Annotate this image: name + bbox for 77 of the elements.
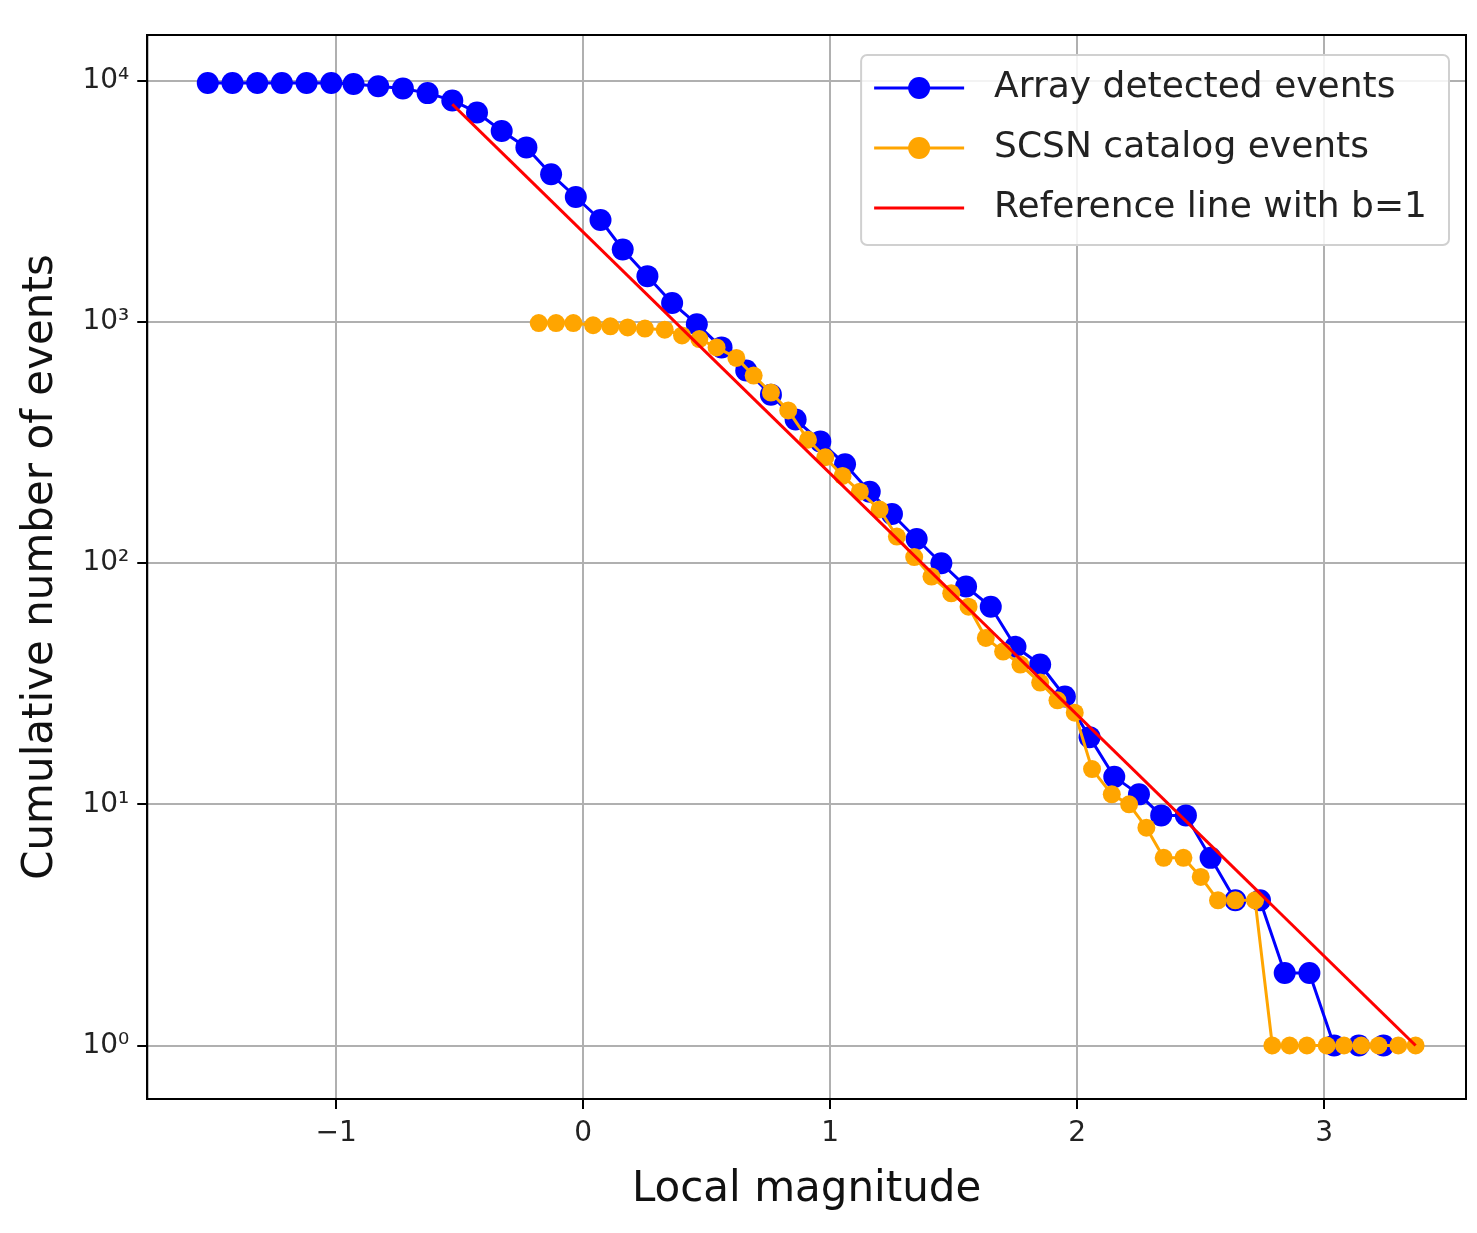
legend-label: Reference line with b=1 xyxy=(994,184,1428,226)
point xyxy=(1389,1036,1408,1055)
point xyxy=(1191,867,1210,886)
point xyxy=(1154,848,1173,867)
point xyxy=(930,552,953,575)
point xyxy=(295,72,318,95)
point xyxy=(707,338,726,357)
point xyxy=(584,316,603,335)
point xyxy=(1083,760,1102,779)
point xyxy=(955,575,978,598)
point xyxy=(391,77,414,100)
point xyxy=(547,314,566,333)
point xyxy=(661,291,684,314)
point xyxy=(1150,804,1173,827)
point xyxy=(270,72,293,95)
y-tick-label: 10² xyxy=(82,544,130,578)
point xyxy=(618,318,637,337)
point xyxy=(905,528,928,550)
y-axis-title: Cumulative number of events xyxy=(13,254,63,880)
point xyxy=(816,448,835,467)
point xyxy=(490,119,513,142)
legend-label: SCSN catalog events xyxy=(994,124,1369,166)
point xyxy=(798,430,817,449)
point xyxy=(744,366,763,385)
point xyxy=(589,208,612,231)
point xyxy=(1297,1036,1316,1055)
point xyxy=(635,319,654,338)
point xyxy=(515,136,538,159)
legend-label: Array detected events xyxy=(994,64,1396,106)
point xyxy=(221,72,244,95)
point xyxy=(564,314,583,333)
point xyxy=(246,72,269,95)
y-tick-label: 10¹ xyxy=(82,785,130,819)
point xyxy=(320,72,343,95)
point xyxy=(727,348,746,367)
x-tick-label: −1 xyxy=(315,1115,357,1149)
point xyxy=(870,500,889,519)
y-tick-label: 10⁴ xyxy=(82,62,130,96)
point xyxy=(636,265,659,288)
y-tick-label: 10⁰ xyxy=(82,1026,130,1060)
point xyxy=(540,163,563,186)
point xyxy=(1120,795,1139,814)
point xyxy=(342,73,365,96)
x-tick-label: 1 xyxy=(821,1115,840,1149)
point xyxy=(441,89,464,112)
y-tick-label: 10³ xyxy=(82,303,130,337)
point xyxy=(601,317,620,336)
point xyxy=(1273,961,1296,984)
point xyxy=(976,628,995,647)
point xyxy=(1369,1036,1388,1055)
point xyxy=(1352,1036,1371,1055)
point xyxy=(367,75,390,98)
point xyxy=(611,238,634,261)
point xyxy=(655,320,674,339)
point xyxy=(1102,785,1121,804)
point xyxy=(1280,1036,1299,1055)
point xyxy=(1263,1036,1282,1055)
x-tick-label: 2 xyxy=(1068,1115,1087,1149)
point xyxy=(1174,848,1193,867)
point xyxy=(1137,818,1156,837)
x-axis-title: Local magnitude xyxy=(631,1161,982,1211)
point xyxy=(1317,1036,1336,1055)
point xyxy=(779,401,798,420)
point xyxy=(529,314,548,333)
x-tick-label: 3 xyxy=(1315,1115,1334,1149)
point xyxy=(1199,846,1222,869)
x-tick-label: 0 xyxy=(574,1115,593,1149)
point xyxy=(416,82,439,105)
point xyxy=(1298,961,1321,984)
point xyxy=(466,101,488,124)
point xyxy=(564,186,587,209)
point xyxy=(1209,891,1228,910)
point xyxy=(1334,1036,1353,1055)
point xyxy=(979,595,1002,618)
point xyxy=(1246,891,1265,910)
point xyxy=(1103,765,1126,788)
point xyxy=(196,72,219,95)
